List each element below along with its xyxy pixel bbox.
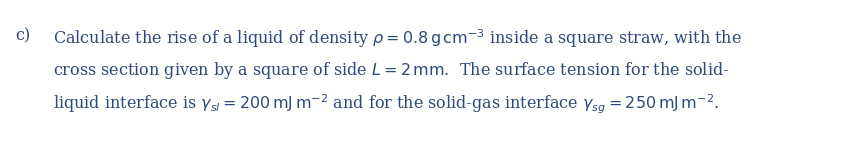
Text: cross section given by a square of side $L = 2\,\mathrm{mm}$.  The surface tensi: cross section given by a square of side …	[53, 60, 728, 81]
Text: liquid interface is $\gamma_{sl} = 200\,\mathrm{mJ\,m^{-2}}$ and for the solid-g: liquid interface is $\gamma_{sl} = 200\,…	[53, 93, 719, 116]
Text: c): c)	[15, 27, 31, 44]
Text: Calculate the rise of a liquid of density $\rho = 0.8\,\mathrm{g\,cm^{-3}}$ insi: Calculate the rise of a liquid of densit…	[53, 27, 741, 50]
